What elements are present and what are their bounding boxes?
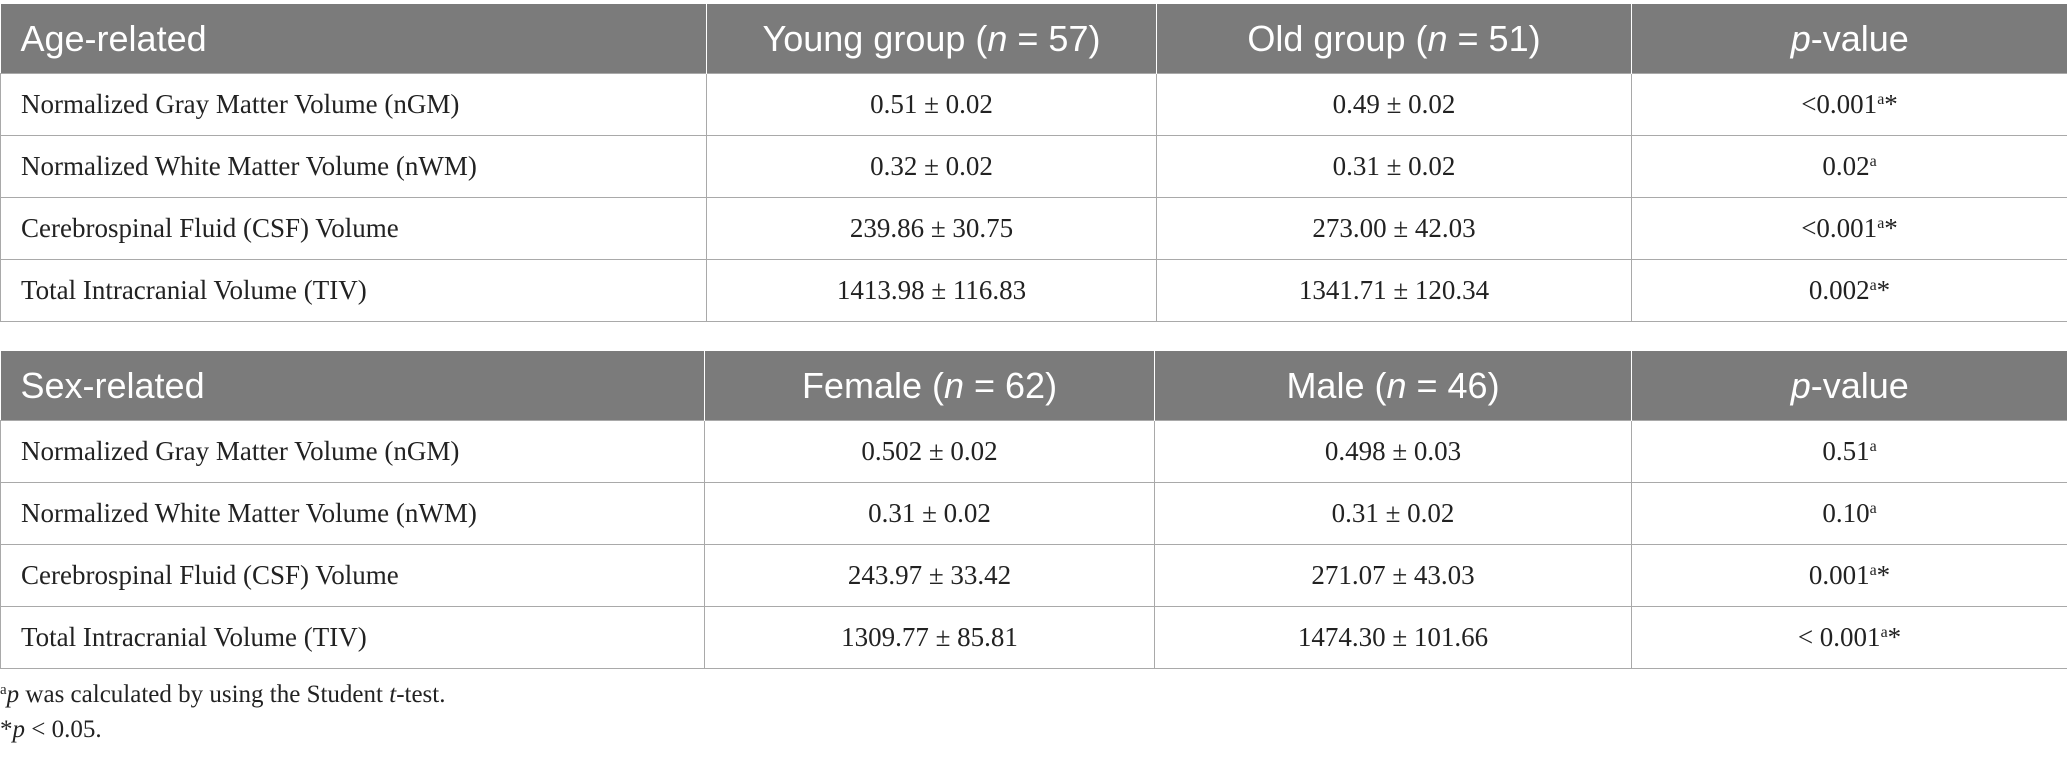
table-header-row: Sex-related Female (n = 62) Male (n = 46… <box>0 351 2067 421</box>
table-row: Cerebrospinal Fluid (CSF) Volume 243.97 … <box>0 544 2067 607</box>
section-label: Sex-related <box>0 351 705 421</box>
table-header-row: Age-related Young group (n = 57) Old gro… <box>0 4 2067 74</box>
table-row: Normalized White Matter Volume (nWM) 0.3… <box>0 135 2067 198</box>
value-cell: 271.07 ± 43.03 <box>1154 544 1632 607</box>
value-cell: 0.502 ± 0.02 <box>704 420 1155 483</box>
p-value-cell: 0.002a* <box>1631 259 2067 322</box>
p-value-cell: 0.51a <box>1631 420 2067 483</box>
p-value-cell: 0.001a* <box>1631 544 2067 607</box>
measure-cell: Total Intracranial Volume (TIV) <box>0 606 705 669</box>
measure-cell: Normalized White Matter Volume (nWM) <box>0 135 707 198</box>
value-cell: 0.51 ± 0.02 <box>706 73 1157 136</box>
value-cell: 273.00 ± 42.03 <box>1156 197 1632 260</box>
footnotes: ap was calculated by using the Student t… <box>0 677 445 747</box>
value-cell: 0.498 ± 0.03 <box>1154 420 1632 483</box>
age-related-table: Age-related Young group (n = 57) Old gro… <box>0 4 2067 322</box>
measure-cell: Cerebrospinal Fluid (CSF) Volume <box>0 197 707 260</box>
table-row: Normalized Gray Matter Volume (nGM) 0.50… <box>0 420 2067 483</box>
table-row: Normalized Gray Matter Volume (nGM) 0.51… <box>0 73 2067 136</box>
column-header-p-value: p-value <box>1631 351 2067 421</box>
footnote-star: *p < 0.05. <box>0 716 102 743</box>
p-value-cell: 0.02a <box>1631 135 2067 198</box>
value-cell: 1413.98 ± 116.83 <box>706 259 1157 322</box>
value-cell: 0.31 ± 0.02 <box>704 482 1155 545</box>
section-label: Age-related <box>0 4 707 74</box>
value-cell: 243.97 ± 33.42 <box>704 544 1155 607</box>
value-cell: 0.32 ± 0.02 <box>706 135 1157 198</box>
value-cell: 1474.30 ± 101.66 <box>1154 606 1632 669</box>
column-header-young-group: Young group (n = 57) <box>706 4 1157 74</box>
column-header-old-group: Old group (n = 51) <box>1156 4 1632 74</box>
footnote-a: ap was calculated by using the Student t… <box>0 681 446 708</box>
measure-cell: Cerebrospinal Fluid (CSF) Volume <box>0 544 705 607</box>
measure-cell: Normalized White Matter Volume (nWM) <box>0 482 705 545</box>
value-cell: 1309.77 ± 85.81 <box>704 606 1155 669</box>
table-row: Normalized White Matter Volume (nWM) 0.3… <box>0 482 2067 545</box>
p-value-cell: < 0.001a* <box>1631 606 2067 669</box>
table-row: Total Intracranial Volume (TIV) 1309.77 … <box>0 606 2067 669</box>
value-cell: 0.49 ± 0.02 <box>1156 73 1632 136</box>
value-cell: 0.31 ± 0.02 <box>1154 482 1632 545</box>
column-header-p-value: p-value <box>1631 4 2067 74</box>
column-header-male: Male (n = 46) <box>1154 351 1632 421</box>
measure-cell: Total Intracranial Volume (TIV) <box>0 259 707 322</box>
column-header-female: Female (n = 62) <box>704 351 1155 421</box>
p-value-cell: <0.001a* <box>1631 197 2067 260</box>
measure-cell: Normalized Gray Matter Volume (nGM) <box>0 73 707 136</box>
sex-related-table: Sex-related Female (n = 62) Male (n = 46… <box>0 351 2067 669</box>
p-value-cell: <0.001a* <box>1631 73 2067 136</box>
value-cell: 1341.71 ± 120.34 <box>1156 259 1632 322</box>
p-value-cell: 0.10a <box>1631 482 2067 545</box>
measure-cell: Normalized Gray Matter Volume (nGM) <box>0 420 705 483</box>
table-row: Total Intracranial Volume (TIV) 1413.98 … <box>0 259 2067 322</box>
value-cell: 239.86 ± 30.75 <box>706 197 1157 260</box>
value-cell: 0.31 ± 0.02 <box>1156 135 1632 198</box>
table-row: Cerebrospinal Fluid (CSF) Volume 239.86 … <box>0 197 2067 260</box>
